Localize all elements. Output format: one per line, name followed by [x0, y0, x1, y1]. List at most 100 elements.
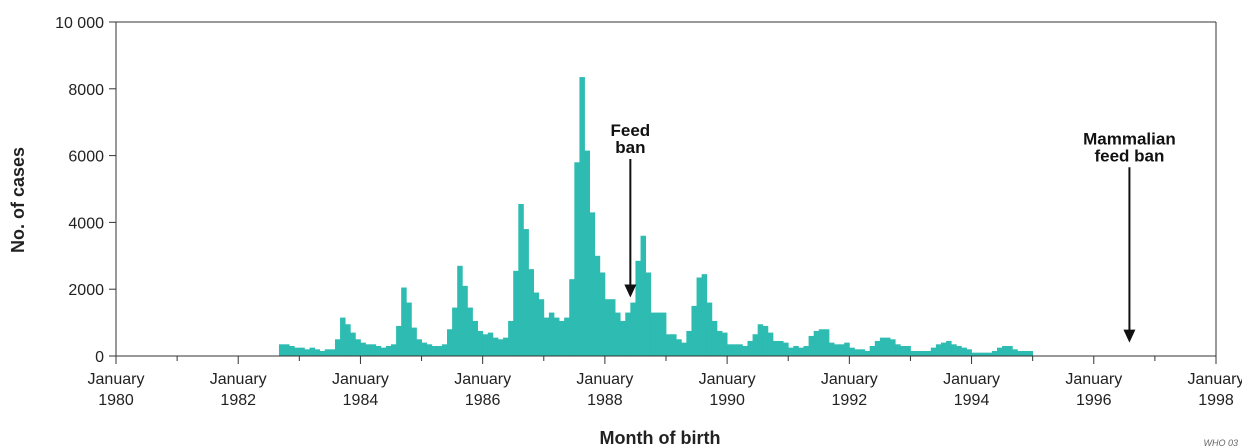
x-tick-label: January 1980: [88, 371, 145, 409]
bar: [808, 335, 815, 356]
bar: [884, 337, 891, 356]
bar: [946, 340, 952, 356]
credit-text: WHO 03: [1203, 438, 1238, 448]
bar: [452, 307, 458, 356]
bar: [360, 342, 366, 356]
bar: [798, 347, 804, 356]
x-tick-label: January 1988: [576, 371, 633, 409]
bar: [890, 339, 896, 356]
x-tick-label-year: 1982: [220, 392, 256, 409]
bar: [309, 347, 316, 356]
bar: [411, 327, 417, 356]
bar: [640, 235, 647, 356]
y-tick-label: 4000: [68, 215, 104, 232]
x-tick-label-month: January: [821, 371, 878, 388]
x-tick-label-month: January: [88, 371, 145, 388]
y-tick-label: 8000: [68, 82, 104, 99]
x-tick-label-year: 1988: [587, 392, 623, 409]
bar: [874, 340, 881, 356]
x-tick-label: January 1996: [1065, 371, 1122, 409]
bar: [783, 342, 789, 356]
bars-group: [278, 77, 1034, 357]
bar: [513, 270, 519, 356]
bar: [324, 349, 331, 356]
annotation-label: Mammalian feed ban: [1083, 129, 1176, 165]
bar: [508, 320, 514, 356]
x-tick-label-year: 1986: [465, 392, 501, 409]
bar: [997, 347, 1003, 356]
bar: [350, 332, 356, 356]
bar: [671, 334, 677, 356]
x-tick-label-month: January: [1188, 371, 1242, 388]
y-tick-label: 6000: [68, 149, 104, 166]
bar: [976, 352, 983, 356]
bar: [879, 337, 886, 356]
bar: [569, 279, 575, 356]
bar: [981, 352, 988, 356]
bar: [533, 292, 540, 356]
bar: [278, 344, 285, 356]
x-tick-label-year: 1990: [709, 392, 745, 409]
bar: [625, 312, 631, 356]
annotation-label-line: Feed: [611, 121, 651, 140]
bar: [823, 329, 830, 356]
bar: [864, 350, 871, 356]
x-tick-label-year: 1996: [1076, 392, 1112, 409]
bar: [956, 345, 962, 356]
bar: [609, 299, 616, 356]
bar: [426, 344, 433, 356]
bar: [941, 342, 947, 356]
bar: [548, 312, 555, 356]
bar: [813, 330, 820, 356]
bar: [686, 330, 692, 356]
bar: [441, 344, 448, 356]
bar: [416, 339, 422, 356]
bar: [396, 325, 402, 356]
annotation-label-line: Mammalian: [1083, 129, 1176, 148]
bar: [421, 342, 428, 356]
bar: [762, 325, 769, 356]
bar: [706, 302, 713, 356]
bar: [935, 344, 942, 356]
bar: [518, 204, 524, 356]
bar: [1022, 350, 1028, 356]
bar: [497, 339, 504, 356]
bar: [615, 312, 621, 356]
bar: [447, 329, 453, 356]
bar: [355, 339, 361, 356]
bar: [793, 345, 799, 356]
bar: [457, 265, 463, 356]
bar: [462, 285, 468, 356]
x-tick-label: January 1984: [332, 371, 389, 409]
x-tick-label-month: January: [943, 371, 1000, 388]
bar: [284, 344, 290, 356]
bar: [666, 334, 672, 356]
bar: [472, 320, 478, 356]
bar: [1012, 349, 1018, 356]
bar: [645, 272, 652, 356]
bar: [345, 324, 351, 356]
bar: [951, 344, 957, 356]
annotation-label-line: ban: [615, 138, 645, 157]
bar: [365, 344, 372, 356]
bar: [477, 330, 484, 356]
x-tick-label: January 1994: [943, 371, 1000, 409]
bar: [788, 347, 794, 356]
bar: [986, 352, 993, 356]
bar: [844, 342, 850, 356]
bar: [329, 349, 336, 356]
bar: [1002, 345, 1008, 356]
bar: [559, 320, 565, 356]
bar: [676, 339, 682, 356]
bar: [905, 345, 911, 356]
bar: [564, 317, 570, 356]
bar: [604, 299, 611, 356]
annotation-label-line: feed ban: [1094, 146, 1164, 165]
x-tick-label-month: January: [454, 371, 511, 388]
bar: [304, 349, 310, 356]
bar: [828, 342, 835, 356]
bar: [696, 277, 703, 356]
bar: [523, 229, 529, 356]
